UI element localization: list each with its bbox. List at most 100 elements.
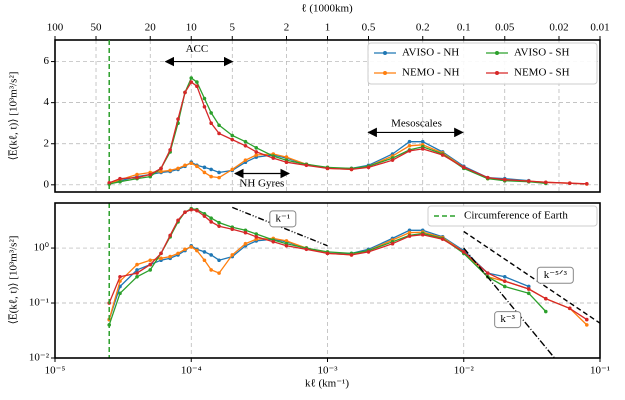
series-point bbox=[284, 239, 289, 243]
y-tick-label: 0 bbox=[44, 178, 50, 190]
series-point bbox=[189, 76, 194, 80]
series-point bbox=[390, 241, 395, 246]
series-point bbox=[195, 80, 199, 84]
series-point bbox=[209, 253, 213, 257]
series-point bbox=[271, 239, 276, 244]
y-tick-label: 10⁻² bbox=[29, 352, 50, 364]
series-point bbox=[485, 271, 490, 275]
series-point bbox=[584, 323, 589, 327]
series-point bbox=[407, 234, 412, 238]
series-point bbox=[148, 268, 153, 272]
series-point bbox=[183, 247, 187, 252]
series-point bbox=[254, 146, 259, 150]
x-tick-label: 10⁻² bbox=[454, 365, 475, 377]
reference-slope bbox=[463, 247, 556, 358]
series-point bbox=[230, 137, 235, 142]
x-axis-label: kℓ (km⁻¹) bbox=[305, 378, 349, 390]
series-point bbox=[189, 245, 194, 249]
series-point bbox=[118, 274, 122, 279]
series-point bbox=[440, 237, 445, 241]
series-point bbox=[284, 160, 289, 165]
series-point bbox=[202, 170, 207, 175]
legend-label: AVISO - NH bbox=[402, 47, 459, 59]
series-point bbox=[209, 216, 213, 220]
series-point bbox=[325, 166, 330, 171]
series-point bbox=[217, 224, 221, 228]
series-point bbox=[230, 253, 235, 257]
top-tick-label: 2 bbox=[284, 22, 290, 34]
series-point bbox=[217, 220, 221, 225]
series-point bbox=[202, 258, 207, 263]
series-point bbox=[217, 175, 221, 180]
series-point bbox=[567, 306, 572, 311]
x-tick-label: 10⁻¹ bbox=[590, 365, 610, 377]
top-tick-label: 0.05 bbox=[495, 22, 515, 34]
series-point bbox=[526, 179, 531, 183]
series-point bbox=[461, 250, 466, 254]
series-point bbox=[526, 291, 531, 296]
series-point bbox=[176, 218, 180, 223]
series-point bbox=[502, 284, 507, 289]
series-point bbox=[254, 232, 259, 236]
series-point bbox=[135, 271, 139, 275]
series-point bbox=[349, 253, 354, 257]
series-point bbox=[284, 155, 289, 159]
y-tick-label: 4 bbox=[44, 96, 50, 108]
series-point bbox=[176, 117, 180, 121]
series-point bbox=[390, 158, 395, 162]
legend-label: NEMO - SH bbox=[514, 67, 570, 79]
series-point bbox=[209, 174, 213, 179]
series-point bbox=[118, 291, 122, 296]
series-point bbox=[135, 268, 139, 272]
top-tick-label: 0.5 bbox=[362, 22, 376, 34]
series-point bbox=[148, 262, 153, 267]
series-point bbox=[407, 139, 412, 144]
plot-area bbox=[55, 203, 600, 358]
legend-label: NEMO - NH bbox=[402, 67, 459, 79]
series-point bbox=[420, 232, 425, 237]
series-point bbox=[217, 258, 221, 263]
top-tick-label: 100 bbox=[47, 22, 64, 34]
series-point bbox=[243, 139, 248, 144]
annotation: ACC bbox=[186, 43, 209, 55]
series-point bbox=[284, 243, 289, 248]
series-point bbox=[243, 143, 248, 148]
series-point bbox=[485, 175, 490, 180]
series-point bbox=[349, 167, 354, 172]
series-point bbox=[168, 254, 172, 259]
axes-frame bbox=[54, 39, 601, 193]
series-point bbox=[543, 309, 548, 314]
top-tick-label: 20 bbox=[145, 22, 157, 34]
series-point bbox=[271, 156, 276, 160]
top-tick-label: 0.01 bbox=[590, 22, 609, 34]
series-point bbox=[217, 170, 221, 175]
series-point bbox=[209, 121, 213, 125]
legend-marker bbox=[495, 51, 499, 55]
series-point bbox=[407, 149, 412, 153]
series-point bbox=[168, 168, 172, 173]
series-point bbox=[202, 165, 207, 170]
series-point bbox=[254, 153, 259, 157]
series-point bbox=[461, 165, 466, 170]
y-tick-label: 6 bbox=[44, 55, 50, 67]
series-point bbox=[183, 210, 187, 214]
x-tick-label: 10⁻⁴ bbox=[181, 365, 202, 377]
series-point bbox=[209, 111, 213, 115]
reference-slope bbox=[463, 230, 600, 324]
series-point bbox=[230, 167, 235, 172]
series-point bbox=[243, 158, 248, 162]
legend-label: AVISO - SH bbox=[514, 47, 569, 59]
series-point bbox=[195, 164, 199, 169]
annotation-box bbox=[269, 210, 297, 228]
top-tick-label: 0.1 bbox=[457, 22, 471, 34]
top-tick-label: 0.2 bbox=[416, 22, 430, 34]
top-tick-label: 5 bbox=[230, 22, 236, 34]
series-point bbox=[202, 96, 207, 101]
series-point bbox=[502, 177, 507, 182]
series-point bbox=[584, 181, 589, 186]
annotation: k⁻¹ bbox=[276, 212, 291, 224]
annotation: Mesoscales bbox=[391, 118, 442, 130]
series-point bbox=[202, 250, 207, 254]
reference-slope bbox=[232, 206, 328, 247]
series-point bbox=[526, 287, 531, 291]
